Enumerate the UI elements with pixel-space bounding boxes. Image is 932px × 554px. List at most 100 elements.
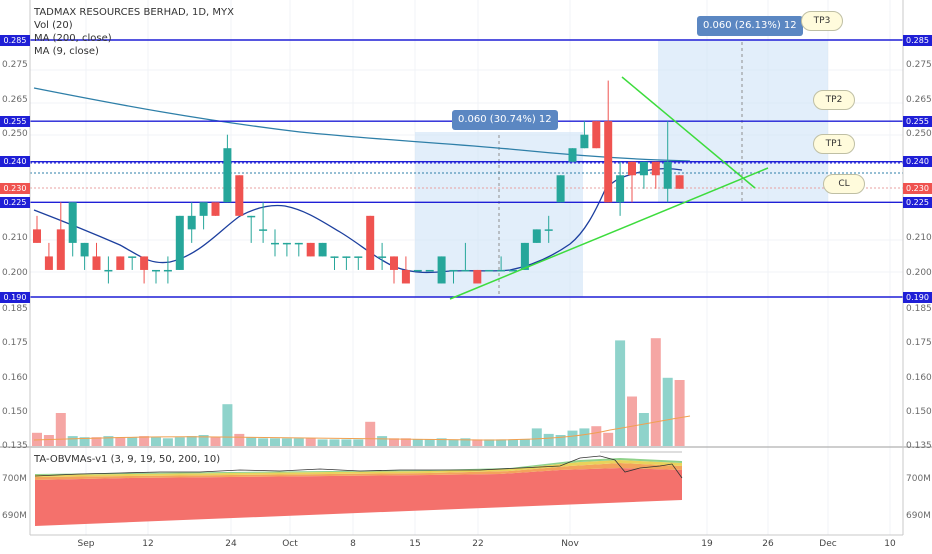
x-tick-label: 24	[225, 539, 237, 549]
volume-bar	[627, 396, 637, 446]
price-label-left: 0.190	[0, 291, 30, 303]
x-tick-label: 8	[350, 539, 356, 549]
y-tick-left: 0.265	[2, 95, 28, 105]
legend-vol[interactable]: Vol (20)	[34, 20, 73, 31]
trendline-support[interactable]	[449, 167, 769, 300]
candle-body	[532, 229, 541, 243]
candle-body	[437, 256, 446, 284]
legend-ma200[interactable]: MA (200, close)	[34, 33, 112, 44]
osc-tick-right: 690M	[906, 511, 931, 521]
candle-body	[580, 134, 589, 149]
candle-body	[520, 242, 529, 270]
volume-bar	[270, 438, 280, 446]
candle-body	[68, 202, 77, 243]
volume-bar	[555, 435, 566, 446]
measure-label-2[interactable]: 0.060 (26.13%) 12	[697, 16, 803, 36]
oscillator-legend[interactable]: TA-OBVMAs-v1 (3, 9, 19, 50, 200, 10)	[34, 454, 221, 465]
volume-bar	[281, 438, 292, 446]
obv-band-green	[35, 458, 682, 475]
volume-bar	[317, 439, 328, 446]
volume-bar	[412, 439, 423, 446]
volume-bar	[43, 435, 54, 446]
candle-body	[366, 215, 375, 270]
y-tick-left: 0.175	[2, 338, 28, 348]
candle-body	[663, 161, 672, 189]
volume-ma	[33, 415, 691, 441]
volume-bar	[603, 432, 614, 446]
price-label-right: 0.285	[903, 34, 932, 46]
candle-body	[318, 242, 327, 257]
measure-label-1[interactable]: 0.060 (30.74%) 12	[452, 110, 558, 130]
trendlines[interactable]	[449, 76, 769, 300]
legend-ma9[interactable]: MA (9, close)	[34, 46, 99, 57]
volume-bar	[293, 438, 304, 446]
trendline-resistance[interactable]	[621, 76, 756, 189]
volume-bar	[519, 439, 530, 446]
candle-body	[425, 269, 434, 272]
volume-bar	[508, 439, 518, 446]
volume-bar	[341, 439, 352, 446]
candle-body	[199, 202, 208, 216]
volume-bar	[353, 439, 364, 446]
target-tp3[interactable]: TP3	[801, 11, 843, 31]
volume-bar	[91, 437, 102, 446]
price-label-left: 0.285	[0, 34, 30, 46]
volume-bar	[662, 377, 673, 446]
candles	[33, 80, 684, 284]
x-tick-label: 10	[884, 539, 896, 549]
x-tick-label: Oct	[282, 539, 298, 549]
candle-body	[259, 229, 268, 231]
x-tick-label: 12	[142, 539, 153, 549]
target-cl[interactable]: CL	[823, 174, 865, 194]
y-tick-left: 0.150	[2, 407, 28, 417]
volume-bar	[258, 438, 269, 446]
target-tp1[interactable]: TP1	[813, 134, 855, 154]
candle-body	[485, 269, 494, 272]
volume-bar	[198, 435, 209, 446]
price-label-right: 0.240	[903, 156, 932, 168]
x-tick-label: Dec	[819, 539, 836, 549]
candle-body	[592, 121, 601, 149]
volume-bar	[186, 436, 197, 446]
x-tick-label: 22	[472, 539, 483, 549]
candle-body	[354, 256, 363, 258]
candle-body	[639, 161, 648, 176]
volume-bar	[448, 439, 459, 446]
y-tick-left: 0.185	[2, 304, 28, 314]
candle-body	[152, 269, 160, 272]
candle-body	[473, 269, 482, 284]
x-tick-label: 26	[762, 539, 774, 549]
candle-body	[235, 175, 244, 216]
volume-bar	[127, 437, 138, 446]
candle-body	[628, 161, 636, 176]
y-tick-right: 0.275	[906, 60, 932, 70]
candle-body	[675, 175, 684, 189]
symbol-title[interactable]: TADMAX RESOURCES BERHAD, 1D, MYX	[34, 7, 235, 18]
x-tick-label: Sep	[78, 539, 95, 549]
candle-body	[401, 269, 410, 284]
target-tp2[interactable]: TP2	[813, 90, 855, 110]
volume-bar	[496, 439, 507, 446]
price-label-right: 0.255	[903, 115, 932, 127]
horizontal-levels	[0, 39, 932, 298]
candle-body	[211, 202, 220, 216]
volume-bar	[650, 338, 661, 446]
volume-bar	[460, 438, 471, 446]
y-tick-left: 0.275	[2, 60, 28, 70]
candle-body	[413, 269, 422, 272]
volume-bar	[79, 437, 90, 446]
x-tick-label: Nov	[561, 539, 579, 549]
price-label-left: 0.225	[0, 196, 30, 208]
candle-body	[223, 148, 232, 203]
volume-bar	[638, 413, 649, 446]
candle-body	[568, 148, 577, 162]
candle-body	[33, 229, 41, 243]
ma200-line	[33, 87, 691, 162]
volume-bar	[484, 439, 495, 446]
candle-body	[175, 215, 184, 270]
volume-bar	[365, 421, 376, 446]
candle-body	[80, 242, 89, 257]
candle-body	[104, 269, 113, 272]
